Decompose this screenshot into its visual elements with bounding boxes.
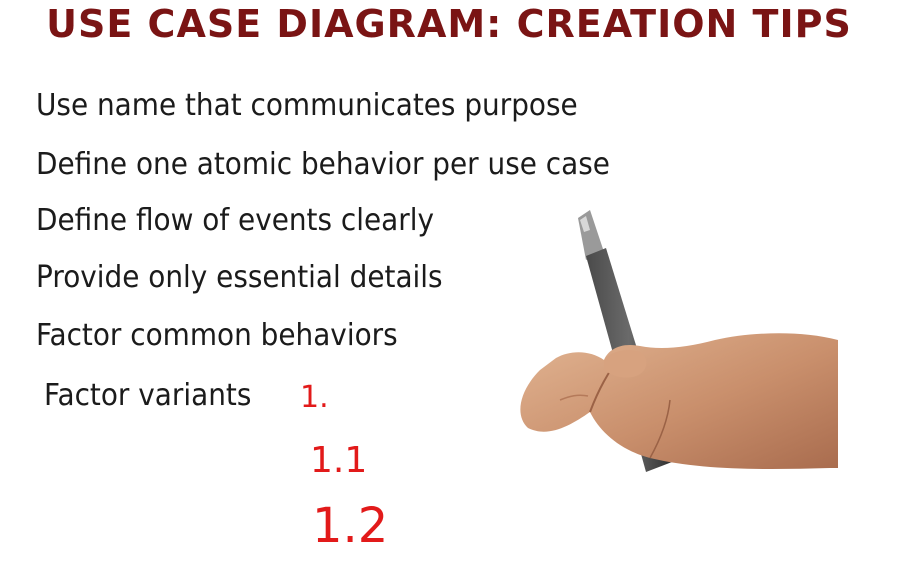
- hand-holding-marker-icon: [500, 200, 860, 480]
- annotation-1-2: 1.2: [312, 498, 389, 554]
- annotation-1-1: 1.1: [310, 440, 368, 481]
- tip-atomic-behavior: Define one atomic behavior per use case: [36, 147, 610, 182]
- annotation-1: 1.: [300, 380, 329, 415]
- tip-flow-of-events: Define flow of events clearly: [36, 203, 434, 238]
- tip-essential-details: Provide only essential details: [36, 260, 443, 295]
- tip-factor-variants: Factor variants: [44, 378, 252, 413]
- tip-use-name: Use name that communicates purpose: [36, 88, 578, 123]
- tip-common-behaviors: Factor common behaviors: [36, 318, 398, 353]
- slide-title: USE CASE DIAGRAM: CREATION TIPS: [46, 2, 852, 46]
